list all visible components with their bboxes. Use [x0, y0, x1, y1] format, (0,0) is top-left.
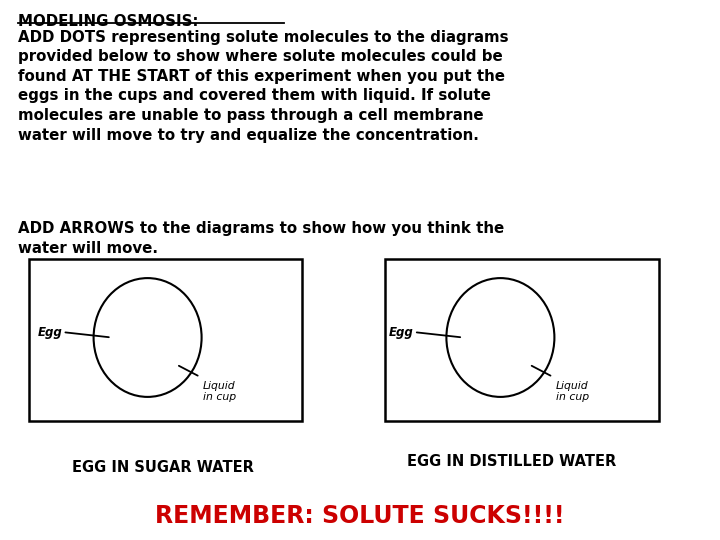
Text: EGG IN DISTILLED WATER: EGG IN DISTILLED WATER	[407, 454, 616, 469]
Bar	[29, 259, 302, 421]
Text: ADD DOTS representing solute molecules to the diagrams
provided below to show wh: ADD DOTS representing solute molecules t…	[18, 30, 508, 143]
Ellipse shape	[94, 278, 202, 397]
Text: Egg: Egg	[389, 326, 413, 339]
Text: MODELING OSMOSIS:: MODELING OSMOSIS:	[18, 14, 199, 29]
Text: ADD ARROWS to the diagrams to show how you think the
water will move.: ADD ARROWS to the diagrams to show how y…	[18, 221, 504, 256]
Text: Liquid
in cup: Liquid in cup	[556, 381, 589, 402]
Text: EGG IN SUGAR WATER: EGG IN SUGAR WATER	[72, 460, 254, 475]
Ellipse shape	[446, 278, 554, 397]
Bar	[385, 259, 659, 421]
Text: REMEMBER: SOLUTE SUCKS!!!!: REMEMBER: SOLUTE SUCKS!!!!	[156, 504, 564, 528]
Text: Liquid
in cup: Liquid in cup	[203, 381, 236, 402]
Text: Egg: Egg	[37, 326, 62, 339]
